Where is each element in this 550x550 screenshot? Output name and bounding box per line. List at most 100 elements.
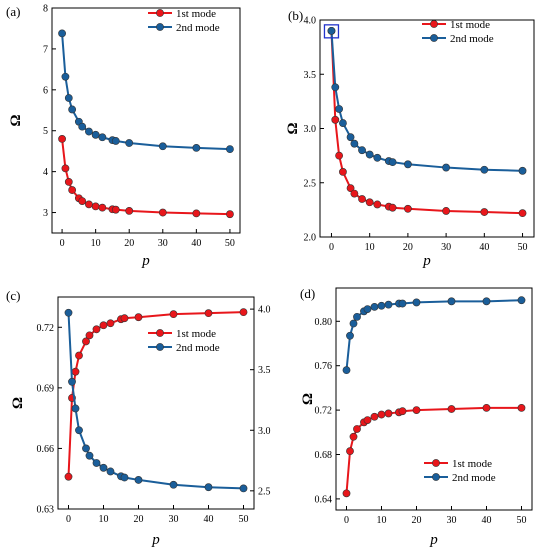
data-point	[363, 305, 372, 313]
data-point	[377, 301, 386, 310]
series-1	[327, 26, 527, 218]
y-tick-label: 4	[43, 167, 48, 178]
highlight-box	[323, 24, 340, 39]
data-point	[353, 312, 361, 321]
legend-label: 2nd mode	[176, 342, 220, 354]
data-point	[169, 480, 178, 489]
data-point	[82, 337, 90, 346]
data-point	[353, 425, 361, 433]
data-point	[125, 207, 134, 215]
data-point	[92, 325, 101, 334]
data-point	[85, 200, 93, 209]
data-point	[106, 467, 115, 476]
data-point	[99, 463, 108, 472]
data-point	[480, 165, 489, 174]
data-point	[58, 29, 66, 38]
legend-marker	[430, 20, 438, 28]
data-point	[68, 186, 77, 194]
x-tick-label: 20	[134, 514, 144, 525]
data-point	[342, 366, 351, 375]
data-point	[106, 319, 115, 328]
series-1	[342, 403, 526, 498]
data-point	[158, 142, 167, 151]
data-point	[64, 472, 73, 481]
data-point	[71, 404, 80, 413]
y-tick-label: 8	[43, 4, 48, 15]
data-point	[111, 205, 120, 214]
x-tick-label: 50	[518, 242, 528, 253]
legend-label: 1st mode	[176, 328, 216, 340]
x-tick-label: 0	[344, 515, 349, 526]
data-point	[91, 202, 100, 211]
data-point	[388, 158, 397, 167]
data-point	[158, 208, 167, 217]
data-point	[412, 406, 421, 414]
y-tick-label: 0.72	[315, 406, 333, 417]
x-tick-label: 50	[225, 238, 235, 249]
legend: 1st mode 2nd mode	[424, 458, 496, 484]
data-point	[350, 139, 359, 148]
panel-b: 0 10 20 30 40 50 2.0 2.5 3.0 3.5 4.0 p Ω (b) 1st mode 2…	[285, 8, 535, 269]
data-point	[64, 94, 73, 102]
data-point	[111, 137, 120, 145]
data-point	[339, 119, 347, 127]
x-tick-label: 30	[158, 238, 168, 249]
y-axis-label: Ω	[8, 114, 24, 126]
data-point	[226, 210, 234, 219]
y2-tick-label: 3.5	[258, 365, 271, 376]
data-point	[239, 484, 248, 493]
data-point	[327, 26, 336, 35]
legend-label: 1st mode	[176, 8, 216, 20]
plot-frame	[319, 19, 535, 238]
data-point	[75, 351, 83, 360]
legend-marker	[156, 9, 164, 17]
x-tick-label: 20	[124, 238, 134, 249]
y-tick-label: 0.69	[37, 383, 55, 394]
data-point	[447, 405, 456, 413]
data-point	[192, 209, 201, 218]
series-line	[345, 299, 522, 371]
series-2	[64, 308, 248, 493]
x-tick-label: 10	[99, 514, 109, 525]
y-tick-label: 3.5	[304, 70, 317, 81]
x-tick-label: 40	[204, 514, 214, 525]
y-tick-label: 0.68	[315, 450, 333, 461]
legend-label: 2nd mode	[452, 472, 496, 484]
data-point	[99, 321, 108, 330]
data-point	[342, 489, 351, 498]
data-point	[134, 313, 143, 322]
legend-label: 2nd mode	[450, 33, 494, 45]
data-point	[482, 403, 491, 412]
x-tick-label: 10	[377, 515, 387, 526]
data-point	[169, 310, 178, 319]
panel-label: (b)	[288, 8, 303, 23]
data-point	[358, 195, 366, 203]
data-point	[192, 144, 201, 152]
panel-d: 0 10 20 30 40 50 0.64 0.68 0.72 0.76 0.80 p Ω (d) 1st …	[300, 286, 533, 548]
legend-label: 2nd mode	[176, 22, 220, 34]
x-tick-label: 50	[239, 514, 249, 525]
data-point	[71, 367, 80, 376]
x-tick-label: 30	[441, 242, 451, 253]
legend-marker	[156, 343, 164, 351]
y-tick-label: 0.80	[315, 317, 333, 328]
x-tick-label: 30	[447, 515, 457, 526]
plot-frame	[51, 7, 241, 234]
panel-a: 0 10 20 30 40 50 3 4 5 6 7 8 p Ω (a) 1st mode 2nd mode	[6, 4, 241, 269]
data-point	[482, 297, 491, 306]
data-point	[92, 459, 101, 467]
y-tick-label: 0.64	[315, 494, 333, 505]
data-point	[518, 209, 527, 218]
data-point	[98, 203, 107, 212]
data-point	[331, 83, 340, 92]
data-point	[398, 407, 407, 416]
data-point	[517, 296, 526, 305]
x-axis-label: p	[429, 532, 438, 548]
data-point	[61, 164, 70, 173]
data-point	[68, 377, 76, 386]
data-point	[384, 300, 393, 309]
data-point	[335, 151, 344, 160]
data-point	[442, 207, 451, 215]
data-point	[85, 127, 93, 136]
x-tick-label: 0	[66, 514, 71, 525]
